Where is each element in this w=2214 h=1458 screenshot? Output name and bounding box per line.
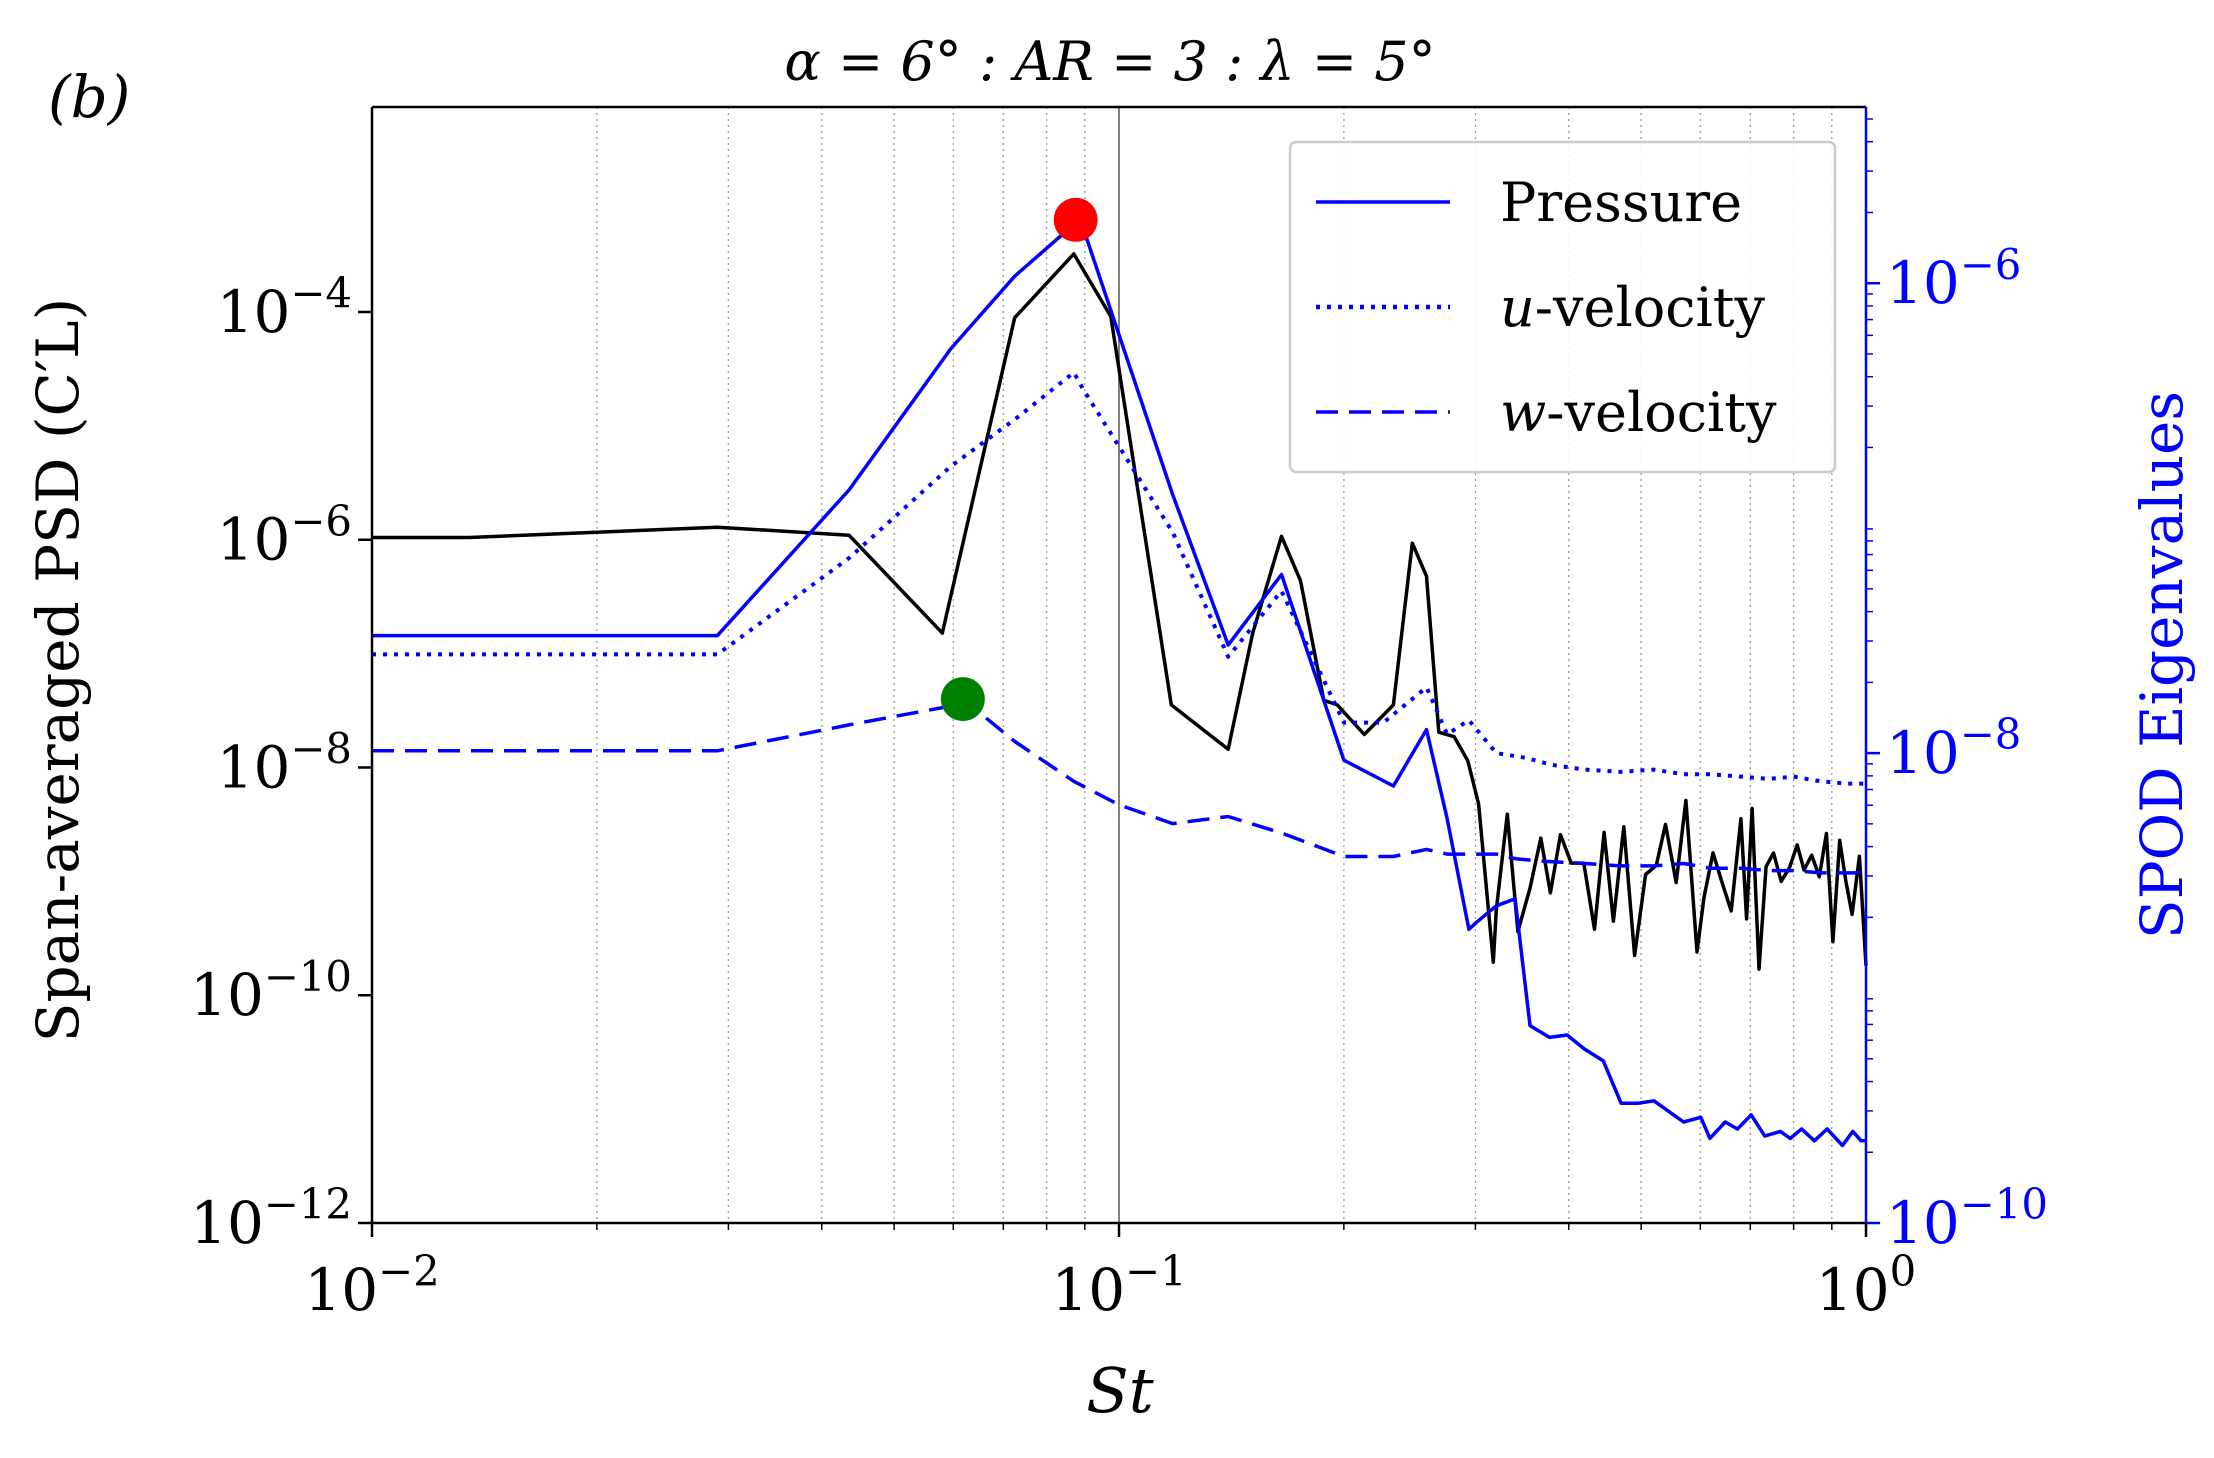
left-tick-label: 10−8 xyxy=(217,724,352,801)
legend-label: w-velocity xyxy=(1500,381,1777,444)
left-tick-label: 10−6 xyxy=(217,496,352,573)
right-tick-label: 10−8 xyxy=(1886,710,2021,787)
right-axis-label: SPOD Eigenvalues xyxy=(2128,391,2196,939)
x-tick-label: 100 xyxy=(1816,1247,1916,1324)
x-axis-label: St xyxy=(1086,1354,1153,1427)
left-axis-ticks: 10−4 10−6 10−8 10−10 10−12 xyxy=(190,269,372,1257)
left-axis-label: Span-averaged PSD (C′L) xyxy=(24,298,92,1042)
panel-label: (b) xyxy=(48,63,130,131)
x-axis-ticks: 10−2 10−1 100 xyxy=(304,1223,1916,1324)
marker-w-velocity-peak xyxy=(940,677,985,722)
legend-label: u-velocity xyxy=(1500,276,1765,339)
right-tick-label: 10−10 xyxy=(1886,1180,2048,1257)
legend: Pressure u-velocity w-velocity xyxy=(1288,140,1837,474)
left-tick-label: 10−4 xyxy=(217,269,352,346)
left-tick-label: 10−10 xyxy=(190,952,352,1029)
series-line-span-averaged-psd xyxy=(372,252,1868,971)
marker-group xyxy=(940,197,1098,722)
right-axis-ticks: 10−6 10−8 10−10 xyxy=(1866,118,2048,1257)
series-group xyxy=(372,218,1868,1148)
right-tick-label: 10−6 xyxy=(1886,240,2021,317)
x-tick-label: 10−1 xyxy=(1051,1247,1186,1324)
chart-title: α = 6° : AR = 3 : λ = 5° xyxy=(784,30,1435,93)
marker-pressure-peak xyxy=(1053,197,1098,242)
left-tick-label: 10−12 xyxy=(190,1180,352,1257)
legend-label: Pressure xyxy=(1500,171,1742,234)
legend-box xyxy=(1288,140,1837,474)
series-line-u-velocity xyxy=(372,370,1866,786)
series-line-pressure xyxy=(372,218,1866,1148)
series-line-w-velocity xyxy=(372,697,1866,875)
x-tick-label: 10−2 xyxy=(304,1247,439,1324)
